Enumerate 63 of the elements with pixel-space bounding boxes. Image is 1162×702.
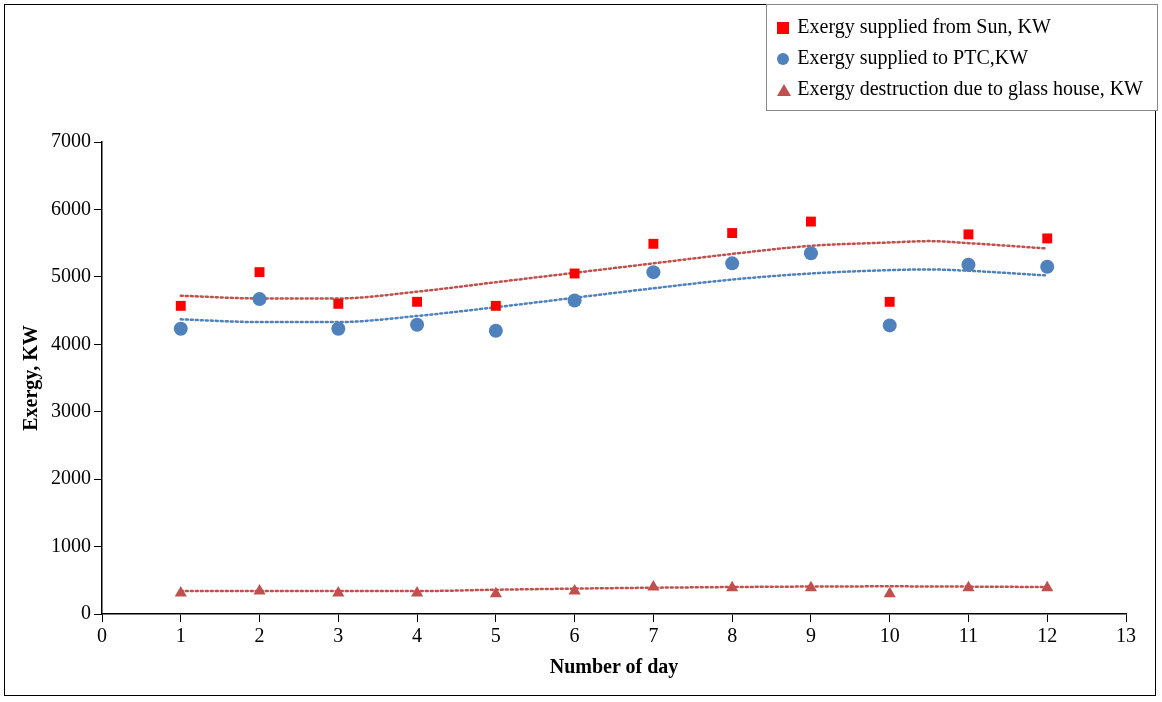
point xyxy=(411,586,424,597)
y-tick-label: 3000 xyxy=(51,398,91,421)
point xyxy=(331,321,346,336)
x-tick-label: 3 xyxy=(333,624,344,647)
x-tick-label: 11 xyxy=(958,624,979,647)
point xyxy=(488,323,503,338)
point xyxy=(882,318,897,333)
point xyxy=(489,586,502,598)
y-axis-title: Exergy, KW xyxy=(19,325,43,431)
point xyxy=(252,292,267,307)
x-tick-label: 0 xyxy=(97,624,107,647)
point xyxy=(962,580,975,592)
point xyxy=(725,256,740,271)
y-tick-label: 6000 xyxy=(51,196,91,219)
legend-label: Exergy destruction due to glass house, KW xyxy=(797,77,1143,99)
y-tick-label: 2000 xyxy=(51,466,91,489)
point xyxy=(1040,259,1055,274)
point xyxy=(333,298,344,309)
point xyxy=(332,586,345,597)
x-tick-label: 6 xyxy=(569,624,580,647)
point xyxy=(963,229,974,240)
y-tick-label: 7000 xyxy=(51,129,91,152)
x-tick-label: 1 xyxy=(175,624,186,647)
point xyxy=(490,300,501,311)
point xyxy=(174,586,187,597)
point xyxy=(1041,580,1054,592)
point xyxy=(884,296,895,307)
point xyxy=(412,296,423,307)
point xyxy=(254,267,265,278)
y-tick-label: 0 xyxy=(81,601,91,624)
point xyxy=(646,265,661,280)
point xyxy=(727,228,738,238)
y-tick-label: 1000 xyxy=(51,533,91,556)
point xyxy=(804,580,817,592)
point xyxy=(805,216,816,227)
x-tick-label: 5 xyxy=(490,624,501,647)
point xyxy=(173,321,188,336)
x-axis-title: Number of day xyxy=(549,655,679,679)
x-tick-label: 8 xyxy=(727,624,738,647)
point xyxy=(961,257,976,272)
point xyxy=(568,584,581,595)
x-tick-label: 7 xyxy=(648,624,659,647)
x-tick-label: 13 xyxy=(1116,624,1136,647)
y-tick-label: 4000 xyxy=(51,331,91,354)
x-tick-label: 10 xyxy=(879,624,900,647)
point xyxy=(567,293,582,308)
point xyxy=(647,580,660,591)
y-tick-label: 5000 xyxy=(51,264,91,287)
x-tick-label: 2 xyxy=(254,624,265,647)
point xyxy=(726,580,739,592)
legend-label: Exergy supplied from Sun, KW xyxy=(797,15,1051,37)
point xyxy=(803,246,818,261)
point xyxy=(883,586,896,598)
x-tick-label: 9 xyxy=(805,624,816,647)
point xyxy=(410,317,425,332)
point xyxy=(648,238,659,249)
legend-label: Exergy supplied to PTC,KW xyxy=(797,46,1029,68)
point xyxy=(175,300,186,311)
x-tick-label: 4 xyxy=(412,624,423,647)
point xyxy=(569,268,580,279)
point xyxy=(253,584,266,595)
point xyxy=(1042,233,1053,244)
x-tick-label: 12 xyxy=(1037,624,1058,647)
